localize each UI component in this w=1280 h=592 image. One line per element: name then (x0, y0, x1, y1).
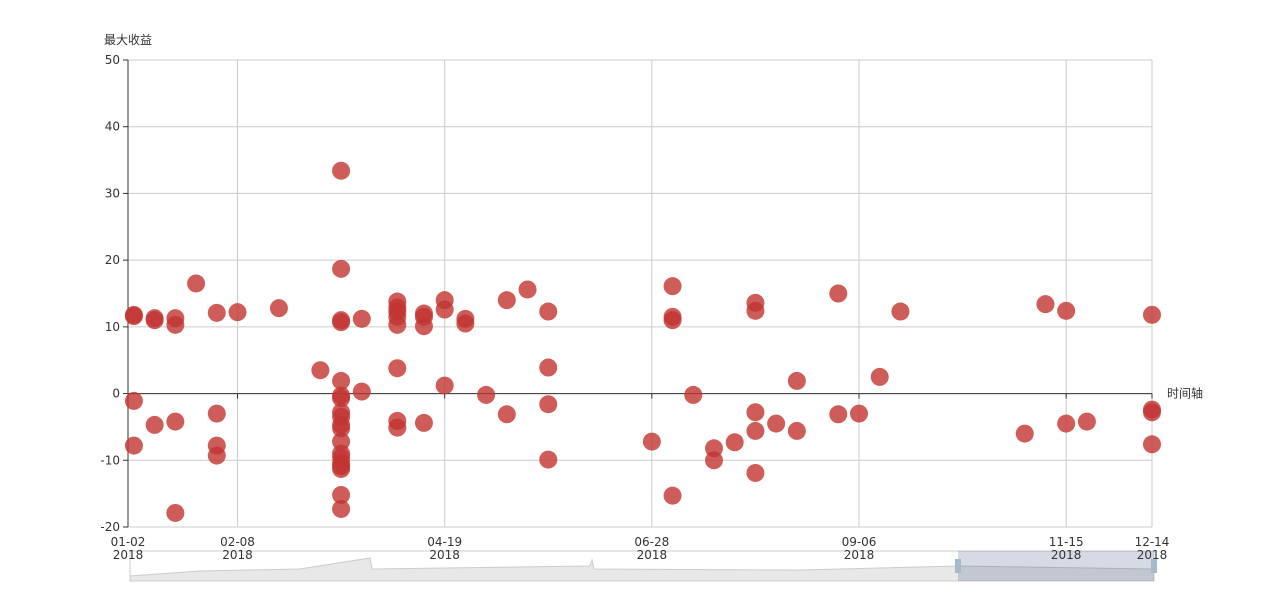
point (1057, 414, 1076, 433)
point (124, 391, 143, 410)
point (269, 299, 288, 318)
point (1077, 412, 1096, 431)
y-tick-label: 50 (105, 53, 120, 67)
point (311, 361, 330, 380)
y-tick-label: 20 (105, 253, 120, 267)
point (332, 313, 351, 332)
data-zoom[interactable] (129, 550, 1157, 582)
point (642, 432, 661, 451)
point (388, 418, 407, 437)
y-tick-label: 10 (105, 320, 120, 334)
point (1143, 305, 1161, 324)
point (746, 463, 765, 482)
point (435, 300, 454, 319)
x-tick-label: 01-02 2018 (111, 535, 146, 562)
point (539, 302, 558, 321)
point (746, 421, 765, 440)
y-tick-label: 40 (105, 120, 120, 134)
point (332, 499, 351, 518)
point (166, 315, 185, 334)
point (787, 421, 806, 440)
point (663, 277, 682, 296)
point (124, 436, 143, 455)
zoom-handle[interactable] (1151, 559, 1157, 573)
point (332, 259, 351, 278)
point (332, 419, 351, 438)
point (684, 385, 703, 404)
point (663, 486, 682, 505)
point (228, 303, 247, 322)
zoom-window[interactable] (958, 551, 1154, 581)
point (388, 359, 407, 378)
y-tick-label: 0 (112, 387, 120, 401)
x-tick-label: 06-28 2018 (634, 535, 669, 562)
point (207, 446, 226, 465)
point (166, 503, 185, 522)
y-tick-label: -20 (100, 520, 120, 534)
x-tick-label: 11-15 2018 (1049, 535, 1084, 562)
point (1057, 301, 1076, 320)
point (870, 367, 889, 386)
y-tick-label: -10 (100, 453, 120, 467)
x-tick-label: 09-06 2018 (842, 535, 877, 562)
point (388, 315, 407, 334)
point (332, 371, 351, 390)
point (166, 412, 185, 431)
point (145, 311, 164, 330)
point (1015, 424, 1034, 443)
zoom-handle[interactable] (955, 559, 961, 573)
point (414, 317, 433, 336)
point (787, 371, 806, 390)
point (187, 274, 206, 293)
point (145, 415, 164, 434)
point (497, 405, 516, 424)
y-axis-title: 最大收益 (104, 33, 152, 47)
point (456, 314, 475, 333)
point (829, 284, 848, 303)
point (746, 301, 765, 320)
y-tick-label: 30 (105, 186, 120, 200)
zoom-preview (129, 557, 1155, 582)
point (518, 280, 537, 299)
point (332, 161, 351, 180)
point (207, 303, 226, 322)
point (207, 404, 226, 423)
point (891, 302, 910, 321)
point (539, 450, 558, 469)
point (124, 307, 143, 326)
point (1143, 435, 1161, 454)
point (332, 389, 351, 408)
x-axis-title: 时间轴 (1167, 386, 1203, 401)
point (352, 382, 371, 401)
point (352, 309, 371, 328)
point (497, 291, 516, 310)
point (332, 459, 351, 478)
point (746, 403, 765, 422)
point (1143, 403, 1161, 422)
point (414, 413, 433, 432)
point (1036, 295, 1055, 314)
point (477, 385, 496, 404)
x-tick-label: 12-14 2018 (1135, 535, 1170, 562)
point (663, 311, 682, 330)
point (332, 485, 351, 504)
point (850, 404, 869, 423)
point (704, 451, 723, 470)
point (435, 376, 454, 395)
x-tick-label: 02-08 2018 (220, 535, 255, 562)
x-tick-label: 04-19 2018 (427, 535, 462, 562)
point (539, 358, 558, 377)
point (539, 395, 558, 414)
point (829, 405, 848, 424)
point (725, 433, 744, 452)
point (767, 414, 786, 433)
